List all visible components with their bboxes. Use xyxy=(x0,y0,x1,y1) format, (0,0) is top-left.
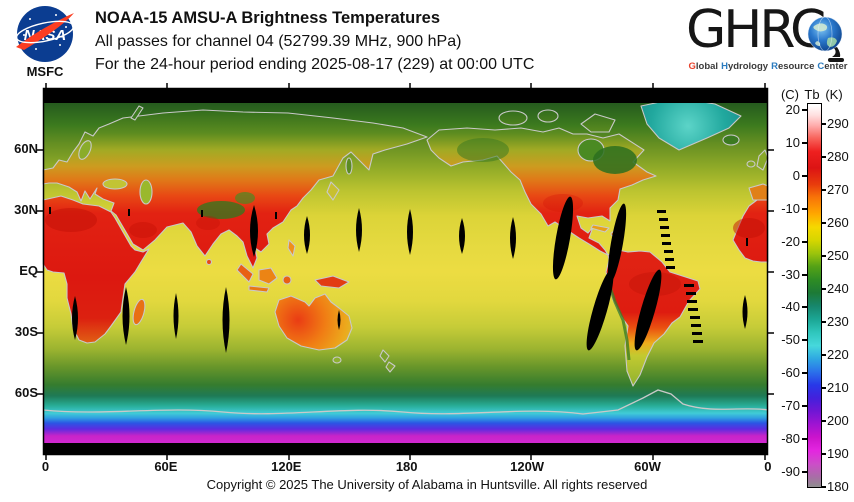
celsius-tick-mark xyxy=(802,207,807,210)
lon-label-2: 120E xyxy=(271,459,302,474)
lon-label-4: 120W xyxy=(510,459,545,474)
kelvin-tick-label: 210 xyxy=(827,380,849,395)
ghrc-tagline: Global Hydrology Resource Center xyxy=(682,61,854,72)
celsius-tick-mark xyxy=(802,141,807,144)
colorbar-kelvin-header: (K) xyxy=(825,87,843,102)
ghrc-tagline-word: Resource xyxy=(771,61,815,72)
lat-label-EQ: EQ xyxy=(19,263,38,278)
ghrc-tagline-word: Center xyxy=(817,61,848,72)
colorbar xyxy=(807,103,822,488)
lat-label-60N: 60N xyxy=(14,141,38,156)
celsius-tick-label: 10 xyxy=(785,134,800,150)
kelvin-tick-label: 200 xyxy=(827,413,849,428)
globe-icon xyxy=(807,16,844,62)
kelvin-tick-mark xyxy=(821,189,826,191)
kelvin-tick-mark xyxy=(821,486,826,488)
msfc-label: MSFC xyxy=(26,64,64,79)
kelvin-tick-mark xyxy=(821,123,826,125)
kelvin-tick-mark xyxy=(821,453,826,455)
celsius-tick-label: -20 xyxy=(781,233,800,249)
plot-titles: NOAA-15 AMSU-A Brightness Temperatures A… xyxy=(95,7,534,76)
celsius-tick-label: -50 xyxy=(781,332,800,348)
celsius-tick-label: -60 xyxy=(781,365,800,381)
celsius-tick-label: -90 xyxy=(781,463,800,479)
page-title: NOAA-15 AMSU-A Brightness Temperatures xyxy=(95,9,441,27)
ghrc-logo: GHRC Global Hydrology Resource Center xyxy=(686,2,852,80)
celsius-tick-mark xyxy=(802,405,807,408)
kelvin-tick-label: 260 xyxy=(827,215,849,230)
kelvin-tick-label: 240 xyxy=(827,281,849,296)
nasa-meatball-icon: NASA xyxy=(15,6,75,62)
kelvin-tick-label: 230 xyxy=(827,314,849,329)
subtitle-period: For the 24-hour period ending 2025-08-17… xyxy=(95,56,535,73)
celsius-tick-mark xyxy=(802,470,807,473)
kelvin-tick-mark xyxy=(821,354,826,356)
kelvin-tick-label: 290 xyxy=(827,116,849,131)
kelvin-tick-label: 270 xyxy=(827,182,849,197)
celsius-tick-label: -30 xyxy=(781,266,800,282)
kelvin-tick-label: 180 xyxy=(827,479,849,494)
celsius-tick-label: 0 xyxy=(792,167,800,183)
nasa-logo: NASA xyxy=(12,5,80,70)
lat-label-30N: 30N xyxy=(14,202,38,217)
celsius-tick-mark xyxy=(802,240,807,243)
copyright-text: Copyright © 2025 The University of Alaba… xyxy=(206,477,648,492)
colorbar-tb-header: Tb xyxy=(804,87,820,102)
lat-label-30S: 30S xyxy=(14,324,38,339)
celsius-tick-mark xyxy=(802,306,807,309)
ghrc-tagline-word: Hydrology xyxy=(721,61,769,72)
celsius-tick-mark xyxy=(802,109,807,111)
celsius-tick-mark xyxy=(802,372,807,375)
kelvin-tick-mark xyxy=(821,420,826,422)
subtitle-channel: All passes for channel 04 (52799.39 MHz,… xyxy=(95,33,462,50)
lon-label-0: 0 xyxy=(41,459,50,474)
kelvin-tick-label: 190 xyxy=(827,446,849,461)
celsius-tick-mark xyxy=(802,339,807,342)
celsius-tick-label: 20 xyxy=(785,102,800,117)
lon-label-1: 60E xyxy=(154,459,178,474)
ghrc-tagline-word: Global xyxy=(688,61,719,72)
celsius-tick-label: -40 xyxy=(781,299,800,315)
celsius-tick-label: -10 xyxy=(781,200,800,216)
lon-label-6: 0 xyxy=(764,459,772,474)
celsius-tick-label: -80 xyxy=(781,431,800,447)
kelvin-tick-mark xyxy=(821,156,826,158)
lat-label-60S: 60S xyxy=(14,385,38,400)
kelvin-tick-mark xyxy=(821,255,826,257)
celsius-tick-mark xyxy=(802,273,807,276)
kelvin-tick-mark xyxy=(821,321,826,323)
kelvin-tick-mark xyxy=(821,387,826,389)
celsius-tick-mark xyxy=(802,438,807,441)
ghrc-wordmark: GHRC xyxy=(686,0,826,60)
kelvin-tick-label: 220 xyxy=(827,347,849,362)
kelvin-tick-label: 250 xyxy=(827,248,849,263)
celsius-tick-mark xyxy=(802,174,807,177)
kelvin-tick-mark xyxy=(821,222,826,224)
kelvin-tick-label: 280 xyxy=(827,149,849,164)
kelvin-tick-mark xyxy=(821,288,826,290)
lon-label-3: 180 xyxy=(395,459,418,474)
brightness-temperature-map xyxy=(37,83,774,460)
celsius-tick-label: -70 xyxy=(781,398,800,414)
colorbar-celsius-header: (C) xyxy=(780,87,800,102)
lon-label-5: 60W xyxy=(634,459,661,474)
